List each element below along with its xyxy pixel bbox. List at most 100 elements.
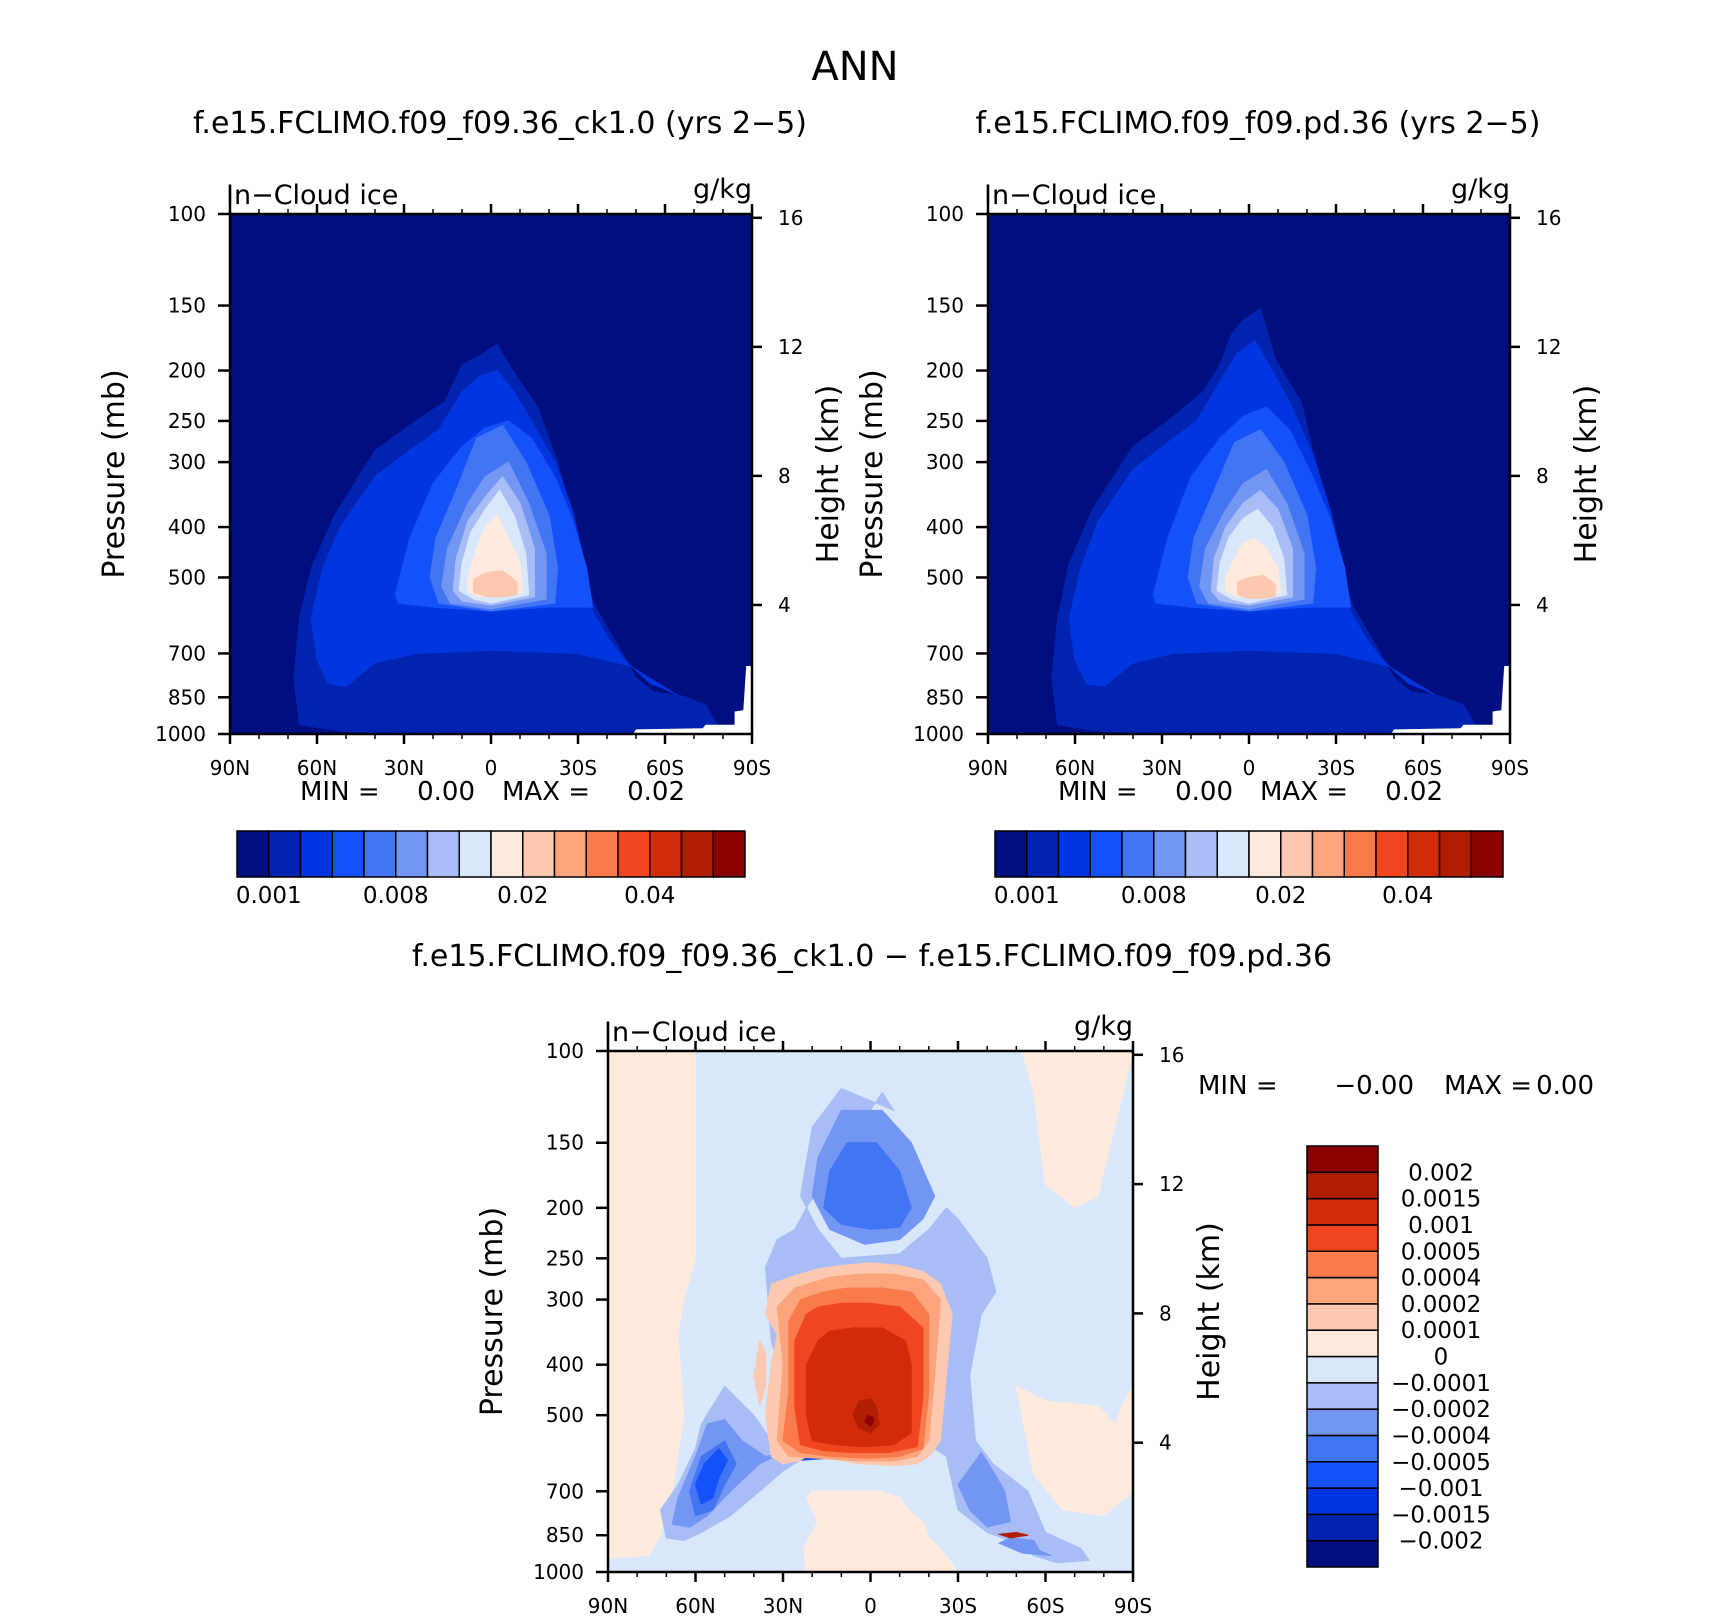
height-tick-label: 8 xyxy=(1536,464,1549,488)
colorbar-box xyxy=(585,830,619,878)
colorbar-box xyxy=(1306,1303,1379,1331)
colorbar-box xyxy=(617,830,651,878)
y-axis-label: Pressure (mb) xyxy=(97,369,132,578)
y-tick-label: 300 xyxy=(926,450,964,474)
units-label: g/kg xyxy=(693,174,752,205)
y-tick-label: 850 xyxy=(168,685,206,709)
x-tick-label: 90N xyxy=(588,1594,628,1616)
max-value: 0.02 xyxy=(627,777,685,807)
colorbar-box xyxy=(1306,1434,1379,1463)
max-label: MAX = xyxy=(1260,777,1348,807)
colorbar-box xyxy=(1306,1355,1379,1384)
colorbar-box xyxy=(1407,830,1441,878)
missing-data-region xyxy=(1391,666,1510,734)
colorbar-box xyxy=(1026,830,1060,878)
y-tick-label: 850 xyxy=(926,685,964,709)
panel-title: f.e15.FCLIMO.f09_f09.36_ck1.0 − f.e15.FC… xyxy=(412,939,1332,974)
units-label: g/kg xyxy=(1074,1011,1133,1042)
x-tick-label: 30S xyxy=(939,1594,977,1616)
y-tick-label: 500 xyxy=(926,565,964,589)
y-tick-label: 250 xyxy=(168,409,206,433)
panel-present-day: f.e15.FCLIMO.f09_f09.pd.36 (yrs 2−5) In−C… xyxy=(855,106,1604,909)
colorbar-label: 0.02 xyxy=(497,883,548,909)
colorbar-label: −0.0002 xyxy=(1391,1397,1491,1423)
min-label: MIN = xyxy=(1058,777,1138,807)
colorbar-box xyxy=(363,830,397,878)
contour-level-8 xyxy=(986,1051,1133,1209)
colorbar-label: 0.02 xyxy=(1255,883,1306,909)
min-value: 0.00 xyxy=(1175,777,1233,807)
y-tick-label: 250 xyxy=(546,1246,584,1270)
height-tick-label: 12 xyxy=(778,335,803,359)
y-tick-label: 500 xyxy=(546,1403,584,1427)
x-tick-label: 60N xyxy=(297,756,337,780)
y-tick-label: 400 xyxy=(168,515,206,539)
colorbar-box xyxy=(458,830,492,878)
colorbar-box xyxy=(299,830,333,878)
colorbar-label: 0.001 xyxy=(1408,1213,1474,1239)
panel-title: f.e15.FCLIMO.f09_f09.36_ck1.0 (yrs 2−5) xyxy=(193,106,807,141)
contour-level-13 xyxy=(805,1327,912,1448)
colorbar-box xyxy=(649,830,683,878)
y-tick-label: 700 xyxy=(546,1479,584,1503)
colorbar-label: −0.0001 xyxy=(1391,1371,1491,1397)
y-tick-label: 500 xyxy=(168,565,206,589)
x-tick-label: 60S xyxy=(1404,756,1442,780)
x-tick-label: 90N xyxy=(968,756,1008,780)
x-tick-label: 30S xyxy=(1317,756,1355,780)
missing-data-region xyxy=(633,666,752,734)
y-tick-label: 150 xyxy=(168,294,206,318)
colorbar-box xyxy=(1153,830,1187,878)
contour-level-5 xyxy=(957,1452,1011,1528)
colorbar-box xyxy=(331,830,365,878)
height-tick-label: 4 xyxy=(1159,1431,1172,1455)
colorbar: 0.001 0.008 0.02 0.04 xyxy=(236,830,746,909)
colorbar-label: −0.0015 xyxy=(1391,1502,1491,1528)
x-tick-label: 30N xyxy=(384,756,424,780)
left-string: In−Cloud ice xyxy=(604,1017,776,1048)
x-tick-label: 30N xyxy=(1142,756,1182,780)
colorbar-box xyxy=(1280,830,1314,878)
y-tick-label: 300 xyxy=(546,1288,584,1312)
colorbar-label: 0.002 xyxy=(1408,1160,1474,1186)
y-tick-label: 1000 xyxy=(155,722,206,746)
x-tick-label: 60N xyxy=(1055,756,1095,780)
colorbar-box xyxy=(490,830,524,878)
x-tick-label: 0 xyxy=(864,1594,877,1616)
colorbar: 0.001 0.008 0.02 0.04 xyxy=(994,830,1504,909)
x-tick-label: 0 xyxy=(485,756,498,780)
contour-level-4 xyxy=(823,1142,912,1230)
colorbar-box xyxy=(522,830,556,878)
y-tick-label: 150 xyxy=(926,294,964,318)
colorbar-box xyxy=(1248,830,1282,878)
colorbar-label: 0.04 xyxy=(624,883,675,909)
colorbar-box xyxy=(1306,1461,1379,1489)
colorbar-label: 0.0015 xyxy=(1401,1187,1481,1213)
x-tick-label: 0 xyxy=(1243,756,1256,780)
height-tick-label: 16 xyxy=(1159,1043,1184,1067)
y-tick-label: 400 xyxy=(926,515,964,539)
y-tick-label: 400 xyxy=(546,1353,584,1377)
contour-level-9 xyxy=(753,1340,766,1407)
colorbar-box xyxy=(1306,1276,1379,1305)
colorbar-box xyxy=(994,830,1028,878)
colorbar-box xyxy=(680,830,714,878)
colorbar-label: 0.0005 xyxy=(1401,1239,1481,1265)
x-tick-label: 90N xyxy=(210,756,250,780)
colorbar-label: −0.0004 xyxy=(1391,1423,1491,1449)
contour-level-8 xyxy=(608,1051,696,1559)
y-tick-label: 250 xyxy=(926,409,964,433)
colorbar-box xyxy=(1306,1487,1379,1516)
height-tick-label: 8 xyxy=(778,464,791,488)
y-tick-label: 700 xyxy=(926,641,964,665)
colorbar-label: 0.04 xyxy=(1382,883,1433,909)
y-tick-label: 100 xyxy=(926,202,964,226)
max-value: 0.00 xyxy=(1536,1071,1594,1101)
colorbar-box xyxy=(1306,1329,1379,1358)
y-tick-label: 200 xyxy=(926,359,964,383)
colorbar-box xyxy=(268,830,302,878)
colorbar-label: −0.0005 xyxy=(1391,1450,1491,1476)
colorbar-box xyxy=(712,830,746,878)
contour-level-8 xyxy=(802,1490,959,1572)
contour-level-3 xyxy=(695,1448,729,1505)
